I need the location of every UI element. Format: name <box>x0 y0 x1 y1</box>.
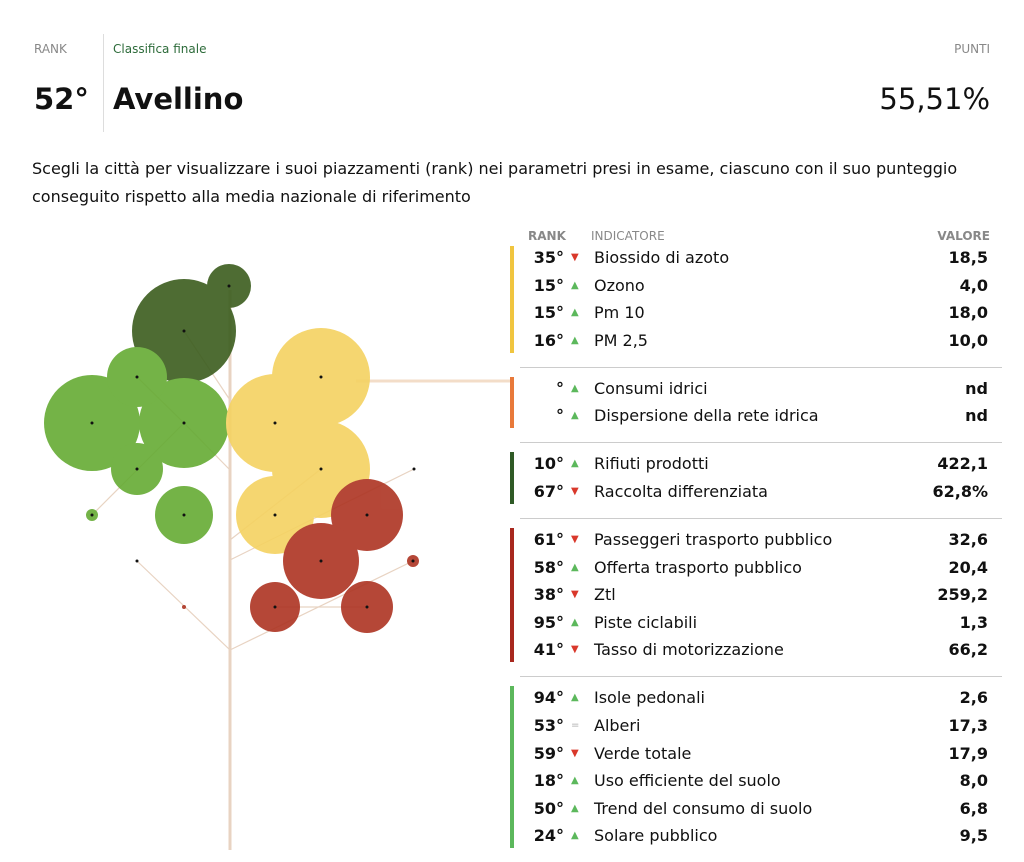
value: 4,0 <box>959 275 988 295</box>
separator <box>520 366 1002 368</box>
value: 9,5 <box>959 826 988 846</box>
trend-icon: ▲ <box>571 307 579 319</box>
rank: 16° <box>533 330 564 350</box>
indicator: Consumi idrici <box>594 378 708 398</box>
indicator: PM 2,5 <box>594 330 648 350</box>
column-header: RANK <box>528 229 566 243</box>
rank: 35° <box>533 248 564 267</box>
value: nd <box>965 378 988 398</box>
group-bar <box>510 376 514 429</box>
value: 10,0 <box>948 330 988 350</box>
indicator: Piste ciclabili <box>594 612 698 632</box>
indicator: Passeggeri trasporto pubblico <box>594 530 833 549</box>
group-bar <box>510 246 514 353</box>
indicator: Dispersione della rete idrica <box>594 406 819 426</box>
separator <box>520 442 1002 444</box>
rank-label: RANK <box>34 42 67 56</box>
trend-icon: ▲ <box>571 802 579 814</box>
trend-icon: ▲ <box>571 458 579 470</box>
indicator: Uso efficiente del suolo <box>594 771 781 791</box>
indicator: Pm 10 <box>594 303 645 323</box>
indicator: Isole pedonali <box>594 688 705 708</box>
value: 32,6 <box>948 530 988 549</box>
score: 55,51% <box>879 82 990 116</box>
value: 20,4 <box>948 557 988 577</box>
trend-icon: ▲ <box>571 830 579 842</box>
trend-icon: ▲ <box>571 775 579 787</box>
rank: 50° <box>533 798 564 818</box>
rank: 15° <box>533 303 564 323</box>
indicator: Ztl <box>594 585 616 605</box>
description: Scegli la città per visualizzare i suoi … <box>32 159 958 206</box>
trend-icon: ▼ <box>571 644 579 656</box>
value: 18,5 <box>948 248 988 267</box>
separator <box>520 676 1002 678</box>
rank: 15° <box>533 275 564 295</box>
trend-icon: ▼ <box>571 589 579 601</box>
rank: 67° <box>533 482 564 501</box>
rank: 18° <box>533 771 564 791</box>
rank: 41° <box>533 640 564 660</box>
value: 17,9 <box>948 743 988 763</box>
indicator: Trend del consumo di suolo <box>594 798 813 818</box>
rank: 10° <box>533 454 564 474</box>
trend-icon: = <box>571 720 580 731</box>
indicator: Verde totale <box>594 743 692 763</box>
separator <box>520 518 1002 519</box>
rank: 59° <box>533 743 564 763</box>
score-label: PUNTI <box>954 42 990 56</box>
value: 422,1 <box>937 454 988 474</box>
trend-icon: ▲ <box>571 692 579 704</box>
rank: 95° <box>533 612 564 632</box>
indicator: Alberi <box>594 716 641 735</box>
value: 18,0 <box>948 303 988 323</box>
value: 17,3 <box>948 716 988 735</box>
value: nd <box>965 406 988 426</box>
rank: 52° <box>34 82 89 116</box>
indicator: Raccolta differenziata <box>594 482 768 501</box>
group-bar <box>510 528 514 663</box>
indicator: Tasso di motorizzazione <box>594 640 784 660</box>
value: 8,0 <box>959 771 988 791</box>
indicator: Offerta trasporto pubblico <box>594 557 802 577</box>
trend-icon: ▲ <box>571 279 579 291</box>
tree <box>44 264 510 850</box>
trend-icon: ▼ <box>571 252 579 263</box>
nodes <box>90 284 416 609</box>
trend-icon: ▼ <box>571 486 579 497</box>
value: 66,2 <box>948 640 988 660</box>
rank: 94° <box>533 688 564 708</box>
trend-icon: ▲ <box>571 561 579 573</box>
rank: 53° <box>533 716 564 735</box>
rank: 38° <box>533 585 564 605</box>
trend-icon: ▲ <box>571 410 579 422</box>
value: 2,6 <box>959 688 988 708</box>
value: 62,8% <box>932 482 988 501</box>
city: Avellino <box>113 82 244 116</box>
rank: 58° <box>533 557 564 577</box>
subtitle: Classifica finale <box>113 42 207 56</box>
indicator: Rifiuti prodotti <box>594 454 709 474</box>
indicator: Ozono <box>594 275 645 295</box>
value: 6,8 <box>959 798 988 818</box>
rank: 61° <box>533 530 564 549</box>
divider <box>103 34 104 132</box>
trend-icon: ▲ <box>571 382 579 394</box>
indicator: Solare pubblico <box>594 826 718 846</box>
rank: ° <box>556 406 564 426</box>
value: 1,3 <box>959 612 988 632</box>
trend-icon: ▼ <box>571 534 579 545</box>
value: 259,2 <box>937 585 988 605</box>
trend-icon: ▲ <box>571 616 579 628</box>
group-bar <box>510 452 514 504</box>
trend-icon: ▼ <box>571 747 579 759</box>
column-header: VALORE <box>937 229 990 243</box>
trend-icon: ▲ <box>571 334 579 346</box>
group-bar <box>510 686 514 849</box>
rank: 24° <box>533 826 564 846</box>
indicator: Biossido di azoto <box>594 248 730 267</box>
rank: ° <box>556 378 564 398</box>
column-header: INDICATORE <box>591 229 665 243</box>
